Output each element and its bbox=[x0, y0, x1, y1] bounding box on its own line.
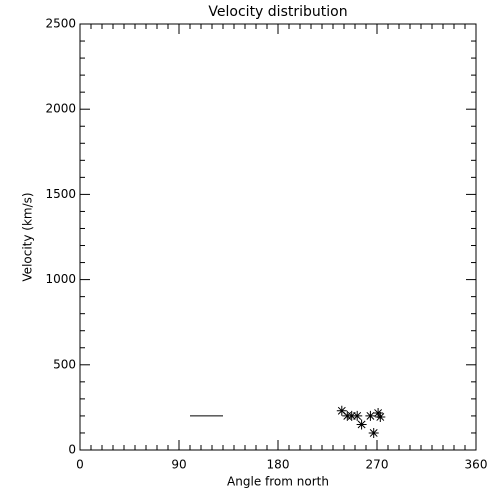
x-tick-label: 180 bbox=[267, 458, 290, 472]
point bbox=[375, 411, 386, 422]
y-tick-label: 500 bbox=[53, 357, 76, 371]
y-axis-label: Velocity (km/s) bbox=[21, 192, 35, 281]
point bbox=[346, 410, 357, 421]
chart-title: Velocity distribution bbox=[208, 4, 347, 20]
point bbox=[365, 410, 376, 421]
point bbox=[373, 408, 384, 419]
x-tick-label: 270 bbox=[366, 458, 389, 472]
y-tick-label: 1500 bbox=[45, 187, 76, 201]
x-tick-label: 90 bbox=[171, 458, 186, 472]
y-tick-label: 2000 bbox=[45, 102, 76, 116]
x-tick-label: 0 bbox=[76, 458, 84, 472]
point bbox=[336, 405, 347, 416]
y-tick-label: 1000 bbox=[45, 272, 76, 286]
point bbox=[352, 410, 363, 421]
point bbox=[368, 427, 379, 438]
y-tick-label: 2500 bbox=[45, 17, 76, 31]
point bbox=[356, 419, 367, 430]
x-axis-label: Angle from north bbox=[227, 475, 329, 489]
y-tick-label: 0 bbox=[68, 443, 76, 457]
x-tick-label: 360 bbox=[465, 458, 488, 472]
